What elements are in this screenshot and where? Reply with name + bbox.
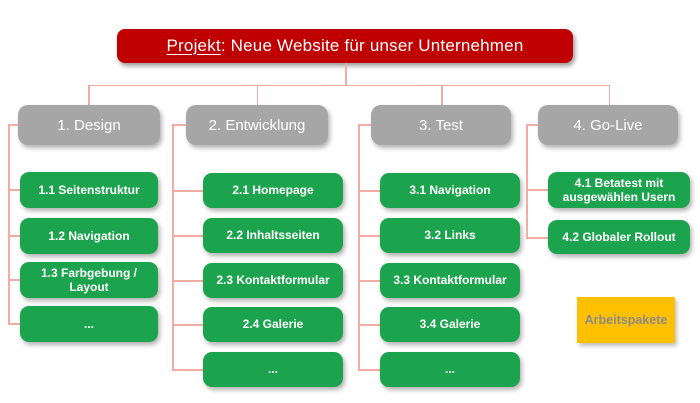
connector-col3-stub-4 (358, 324, 380, 326)
connector-col2-stub-5 (172, 369, 203, 371)
connector-col3-stub-2 (358, 235, 380, 237)
phase-header-golive: 4. Go-Live (538, 105, 678, 145)
project-title-underlined: Projekt (166, 36, 221, 55)
connector-col3-stub-3 (358, 280, 380, 282)
connector-col3-stub-5 (358, 369, 380, 371)
connector-title-drop (345, 63, 347, 85)
connector-col3-stub-1 (358, 190, 380, 192)
wbs-item-2-1: 2.1 Homepage (203, 173, 343, 208)
wbs-item-2-4: 2.4 Galerie (203, 307, 343, 342)
connector-col3-header-stub (358, 124, 371, 126)
connector-col1-rail (8, 124, 10, 324)
wbs-item-4-1: 4.1 Betatest mit ausgewählen Usern (548, 172, 690, 208)
connector-col1-stub-1 (8, 189, 20, 191)
project-title-rest: : Neue Website für unser Unternehmen (220, 36, 524, 55)
connector-col2-stub-3 (172, 280, 203, 282)
connector-col2-stub-2 (172, 235, 203, 237)
wbs-item-2-more: ... (203, 352, 343, 387)
legend-arbeitspakete: Arbeitspakete (577, 297, 675, 343)
connector-header-drop-2 (256, 85, 258, 105)
connector-col2-rail (172, 124, 174, 370)
wbs-item-3-2: 3.2 Links (380, 218, 520, 253)
connector-col2-header-stub (172, 124, 186, 126)
connector-header-drop-3 (441, 85, 443, 105)
connector-rail (88, 84, 609, 86)
connector-col4-rail (526, 124, 528, 238)
connector-col2-stub-4 (172, 324, 203, 326)
wbs-item-1-1: 1.1 Seitenstruktur (20, 172, 158, 208)
project-title-text: Projekt: Neue Website für unser Unterneh… (167, 36, 524, 56)
wbs-item-3-more: ... (380, 352, 520, 387)
connector-col2-stub-1 (172, 190, 203, 192)
connector-col1-stub-4 (8, 323, 20, 325)
connector-col1-stub-2 (8, 235, 20, 237)
connector-header-drop-1 (88, 85, 90, 105)
connector-col4-header-stub (526, 124, 538, 126)
connector-col3-rail (358, 124, 360, 370)
wbs-item-2-3: 2.3 Kontaktformular (203, 263, 343, 298)
wbs-item-2-2: 2.2 Inhaltsseiten (203, 218, 343, 253)
wbs-item-3-3: 3.3 Kontaktformular (380, 263, 520, 298)
project-title-box: Projekt: Neue Website für unser Unterneh… (117, 29, 573, 63)
phase-header-entwicklung: 2. Entwicklung (186, 105, 328, 145)
wbs-item-3-1: 3.1 Navigation (380, 173, 520, 208)
wbs-item-1-more: ... (20, 306, 158, 342)
connector-header-drop-4 (608, 85, 610, 105)
connector-col1-header-stub (8, 124, 18, 126)
wbs-item-1-3: 1.3 Farbgebung / Layout (20, 262, 158, 298)
connector-col4-stub-1 (526, 189, 548, 191)
wbs-item-3-4: 3.4 Galerie (380, 307, 520, 342)
phase-header-design: 1. Design (18, 105, 160, 145)
connector-col4-stub-2 (526, 237, 548, 239)
wbs-item-4-2: 4.2 Globaler Rollout (548, 220, 690, 254)
connector-col1-stub-3 (8, 279, 20, 281)
phase-header-test: 3. Test (371, 105, 511, 145)
wbs-item-1-2: 1.2 Navigation (20, 218, 158, 254)
